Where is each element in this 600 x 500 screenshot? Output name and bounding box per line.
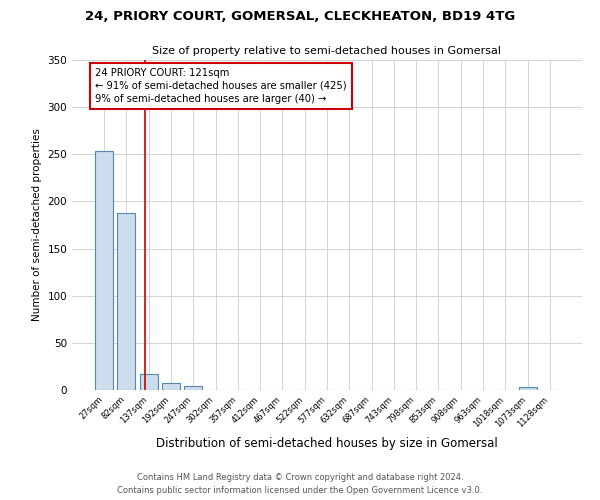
Bar — [162, 384, 180, 390]
Text: 24 PRIORY COURT: 121sqm
← 91% of semi-detached houses are smaller (425)
9% of se: 24 PRIORY COURT: 121sqm ← 91% of semi-de… — [95, 68, 347, 104]
Y-axis label: Number of semi-detached properties: Number of semi-detached properties — [32, 128, 42, 322]
Bar — [140, 374, 158, 390]
X-axis label: Distribution of semi-detached houses by size in Gomersal: Distribution of semi-detached houses by … — [156, 437, 498, 450]
Bar — [118, 212, 136, 390]
Title: Size of property relative to semi-detached houses in Gomersal: Size of property relative to semi-detach… — [152, 46, 502, 56]
Bar — [518, 387, 536, 390]
Bar — [184, 386, 202, 390]
Text: Contains HM Land Registry data © Crown copyright and database right 2024.
Contai: Contains HM Land Registry data © Crown c… — [118, 474, 482, 495]
Bar — [95, 152, 113, 390]
Text: 24, PRIORY COURT, GOMERSAL, CLECKHEATON, BD19 4TG: 24, PRIORY COURT, GOMERSAL, CLECKHEATON,… — [85, 10, 515, 23]
